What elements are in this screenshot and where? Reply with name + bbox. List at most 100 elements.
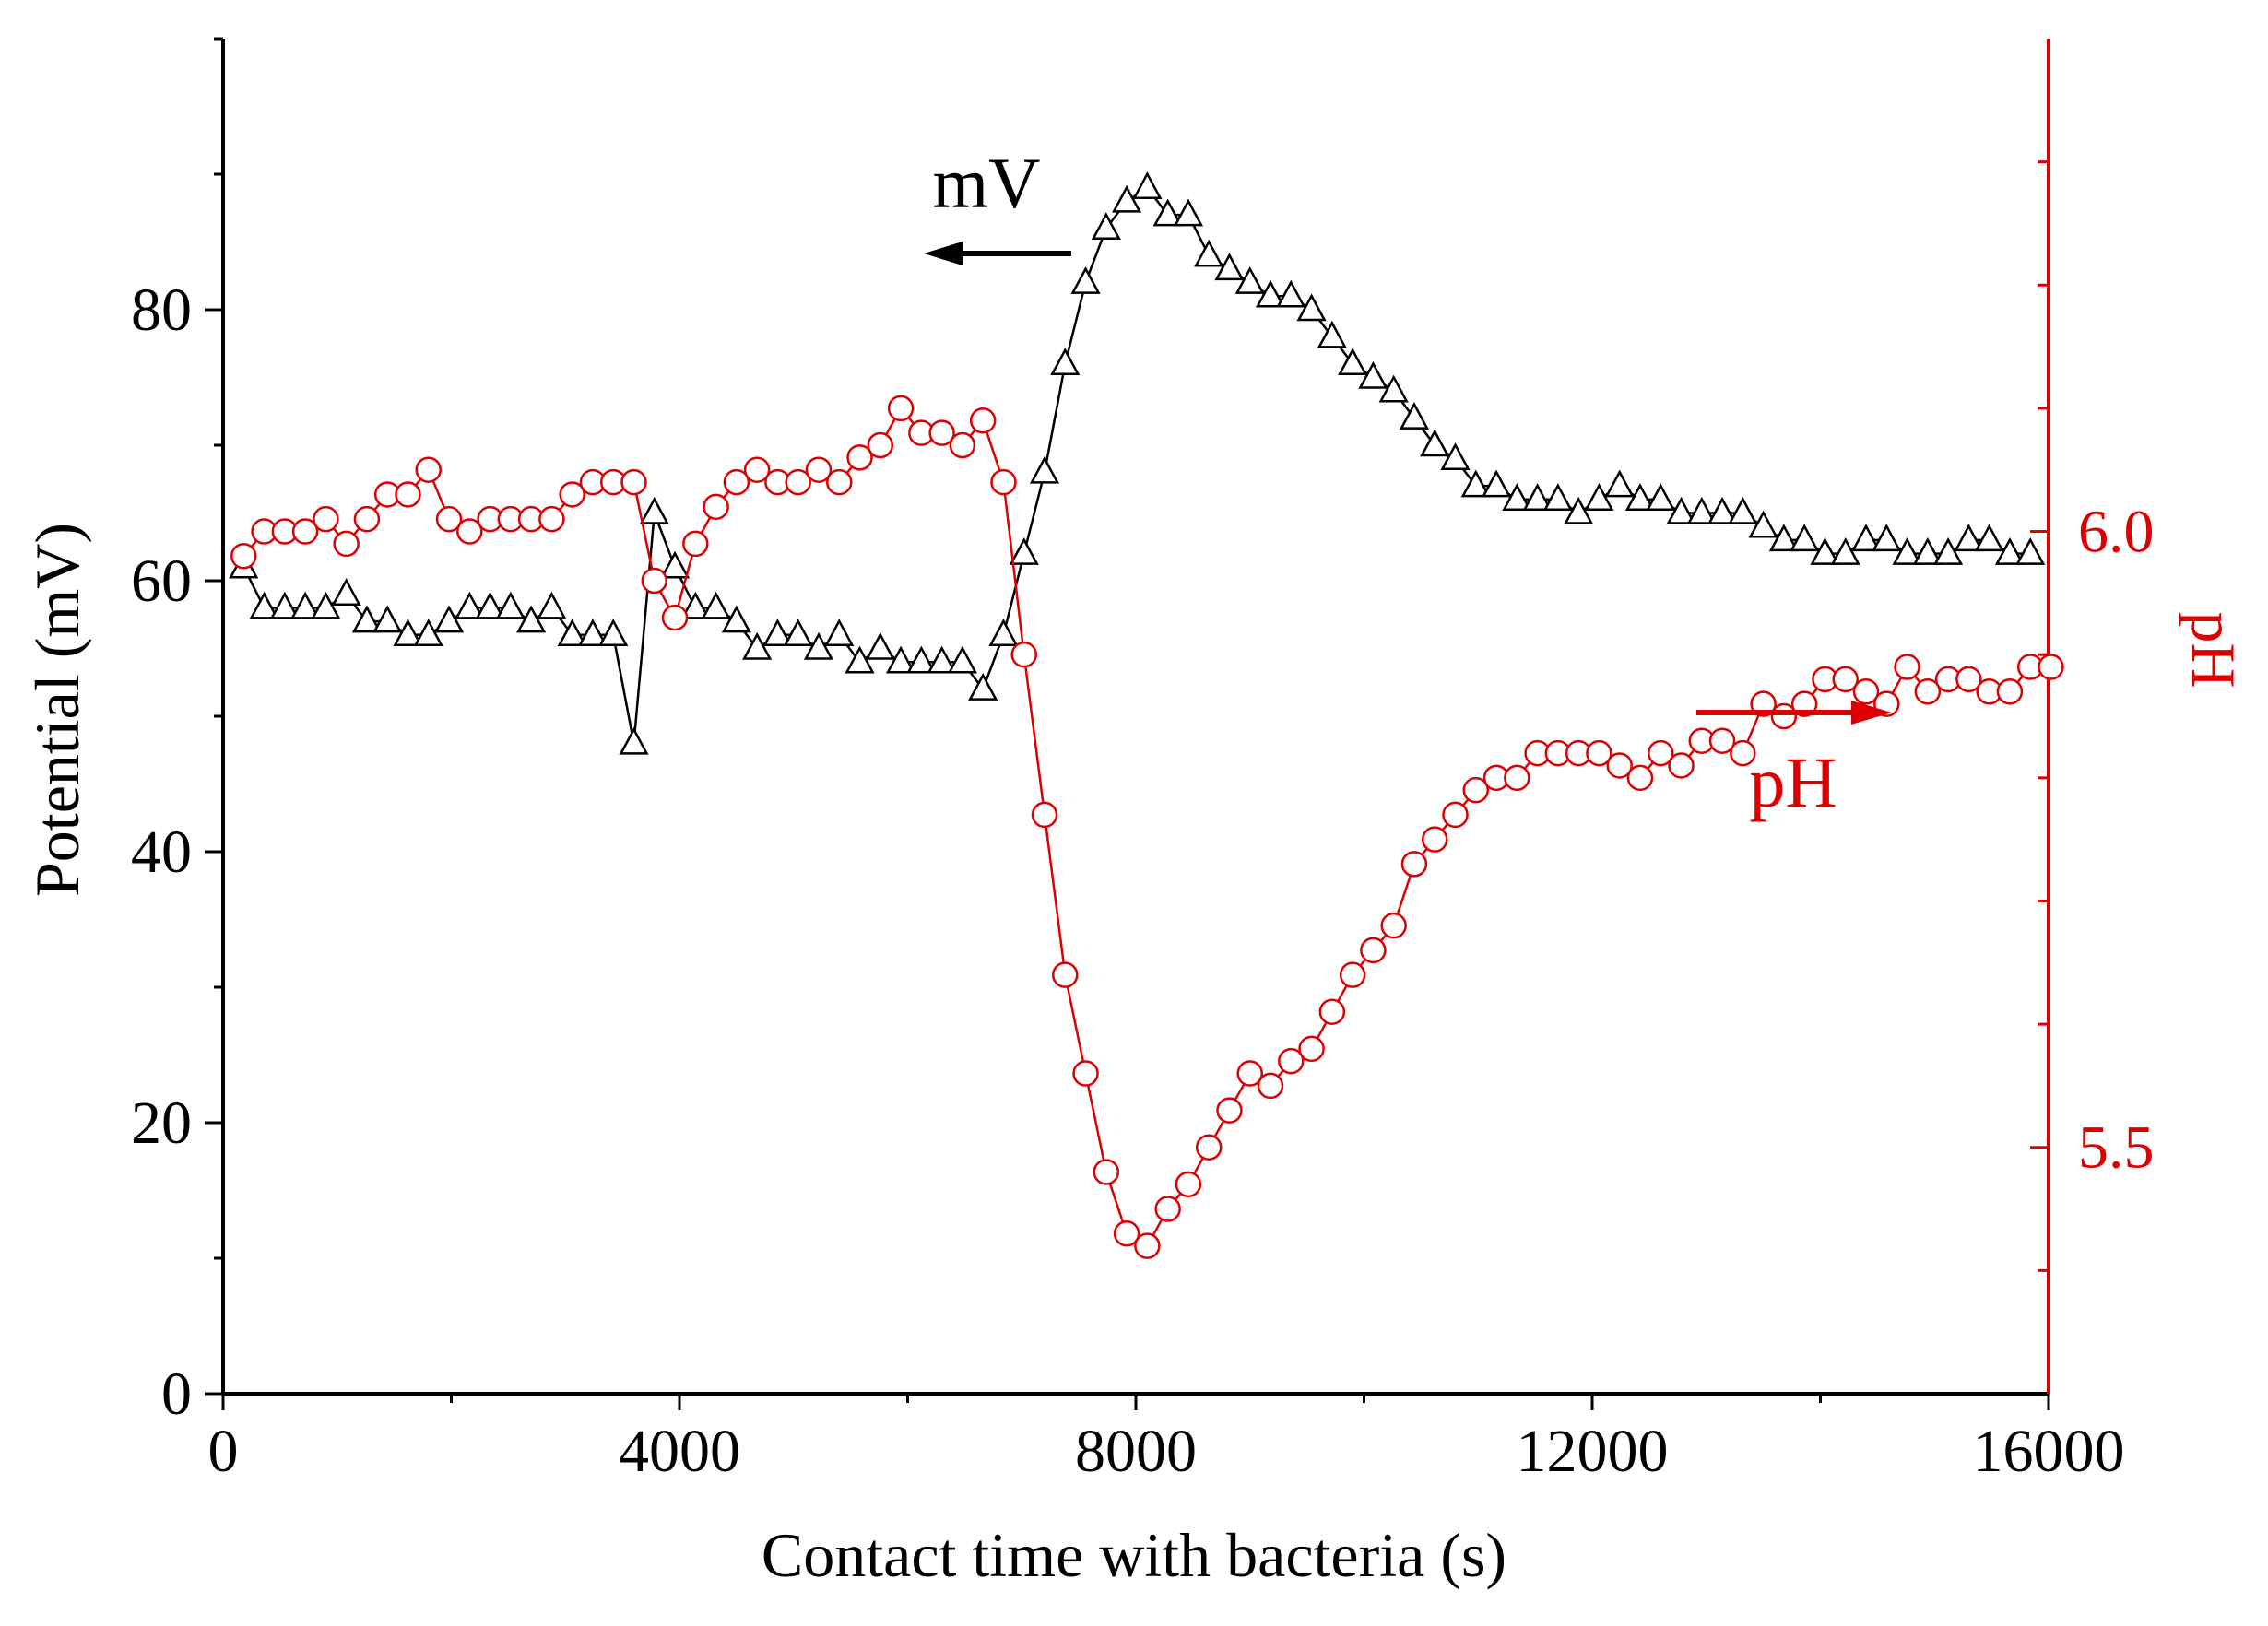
y-axis-right: 5.5 6.0 <box>2030 160 2155 1272</box>
data-point-mv <box>968 672 998 701</box>
data-point-mv <box>1522 483 1553 512</box>
data-point-ph <box>867 431 894 459</box>
data-point-mv <box>1214 253 1245 281</box>
data-point-mv <box>1830 536 1860 565</box>
ph-annotation-label: pH <box>1749 742 1837 822</box>
data-point-mv <box>1173 198 1204 227</box>
data-point-mv <box>1564 496 1594 524</box>
data-point-ph <box>415 456 442 483</box>
data-point-mv <box>1912 536 1943 565</box>
data-point-mv <box>1974 524 2004 552</box>
data-point-ph <box>353 505 381 533</box>
data-point-ph <box>1093 1159 1120 1185</box>
data-point-mv <box>1584 483 1614 512</box>
data-point-ph <box>1606 752 1633 779</box>
data-point-ph <box>743 456 771 483</box>
data-point-mv <box>1029 455 1060 484</box>
data-point-ph <box>1380 912 1407 939</box>
data-point-mv <box>1933 536 1964 565</box>
data-point-mv <box>1050 348 1081 376</box>
data-point-ph <box>1216 1097 1243 1124</box>
data-point-mv <box>269 591 300 619</box>
data-point-mv <box>1009 536 1039 565</box>
data-point-mv <box>1810 536 1840 565</box>
data-point-ph <box>620 468 647 496</box>
data-point-mv <box>1132 171 1163 199</box>
data-point-ph <box>1914 678 1942 705</box>
mv-annotation-label: mV <box>933 143 1041 223</box>
data-point-ph <box>1339 961 1366 988</box>
data-point-mv <box>249 591 279 619</box>
x-tick-label: 12000 <box>1517 1418 1669 1485</box>
data-point-ph <box>1134 1232 1161 1259</box>
data-point-mv <box>1666 496 1696 524</box>
data-point-ph <box>1298 1035 1325 1063</box>
data-point-ph <box>395 481 421 508</box>
data-point-ph <box>1504 764 1530 792</box>
data-point-mv <box>762 619 793 647</box>
data-point-mv <box>1440 442 1471 470</box>
data-point-mv <box>516 605 547 633</box>
data-point-ph <box>1031 801 1058 829</box>
data-point-ph <box>1278 1047 1305 1075</box>
y-tick-label: 20 <box>131 1090 192 1157</box>
data-point-ph <box>1421 826 1448 853</box>
data-point-mv <box>1070 265 1101 294</box>
data-point-ph <box>1462 776 1490 804</box>
data-point-mv <box>1768 524 1799 552</box>
data-point-mv <box>1707 496 1738 524</box>
data-point-mv <box>783 619 813 647</box>
data-point-mv <box>1194 239 1224 267</box>
data-point-ph <box>559 481 585 508</box>
data-point-mv <box>1358 360 1388 389</box>
data-point-ph <box>990 468 1017 496</box>
data-point-ph <box>1318 998 1346 1025</box>
data-point-mv <box>351 605 383 633</box>
data-point-mv <box>947 645 977 674</box>
y2-tick-label: 6.0 <box>2078 499 2155 566</box>
data-point-mv <box>1502 483 1532 512</box>
data-point-ph <box>826 468 853 496</box>
data-point-ph <box>1832 666 1859 693</box>
ph-arrow-head <box>1851 701 1892 725</box>
data-point-mv <box>639 496 669 524</box>
data-point-mv <box>1748 510 1778 538</box>
data-point-mv <box>433 605 465 633</box>
data-point-ph <box>805 456 833 483</box>
data-point-mv <box>557 619 587 647</box>
data-point-mv <box>1604 469 1635 498</box>
data-point-ph <box>456 518 483 545</box>
data-point-ph <box>661 604 689 631</box>
x-tick-label: 4000 <box>619 1418 740 1485</box>
x-tick-label: 0 <box>208 1418 239 1485</box>
data-point-ph <box>1175 1171 1202 1198</box>
x-axis-title: Contact time with bacteria (s) <box>762 1520 1506 1590</box>
data-point-ph <box>785 468 811 496</box>
data-point-mv <box>721 605 751 633</box>
data-point-mv <box>372 605 403 633</box>
data-point-ph <box>538 505 565 533</box>
data-point-ph <box>1113 1220 1140 1247</box>
data-point-mv <box>1378 374 1409 403</box>
data-point-mv <box>1091 212 1121 241</box>
data-point-mv <box>619 726 649 755</box>
data-point-mv <box>537 591 567 619</box>
data-point-ph <box>641 567 668 595</box>
data-point-mv <box>455 591 485 619</box>
data-point-mv <box>1399 401 1430 430</box>
data-point-mv <box>1296 293 1327 322</box>
data-point-mv <box>1790 524 1820 552</box>
data-point-ph <box>1072 1060 1099 1087</box>
data-point-mv <box>865 631 895 660</box>
data-point-ph <box>928 419 955 446</box>
data-point-mv <box>1481 469 1512 498</box>
data-point-ph <box>887 395 915 422</box>
data-point-ph <box>1442 801 1469 829</box>
y-axis-left: 0 20 40 60 80 <box>131 37 223 1428</box>
series-line-mv <box>242 186 2031 744</box>
data-point-mv <box>906 645 937 674</box>
data-point-ph <box>1668 752 1695 779</box>
data-point-mv <box>331 578 361 606</box>
data-point-mv <box>1317 320 1347 348</box>
data-point-ph <box>969 407 997 434</box>
